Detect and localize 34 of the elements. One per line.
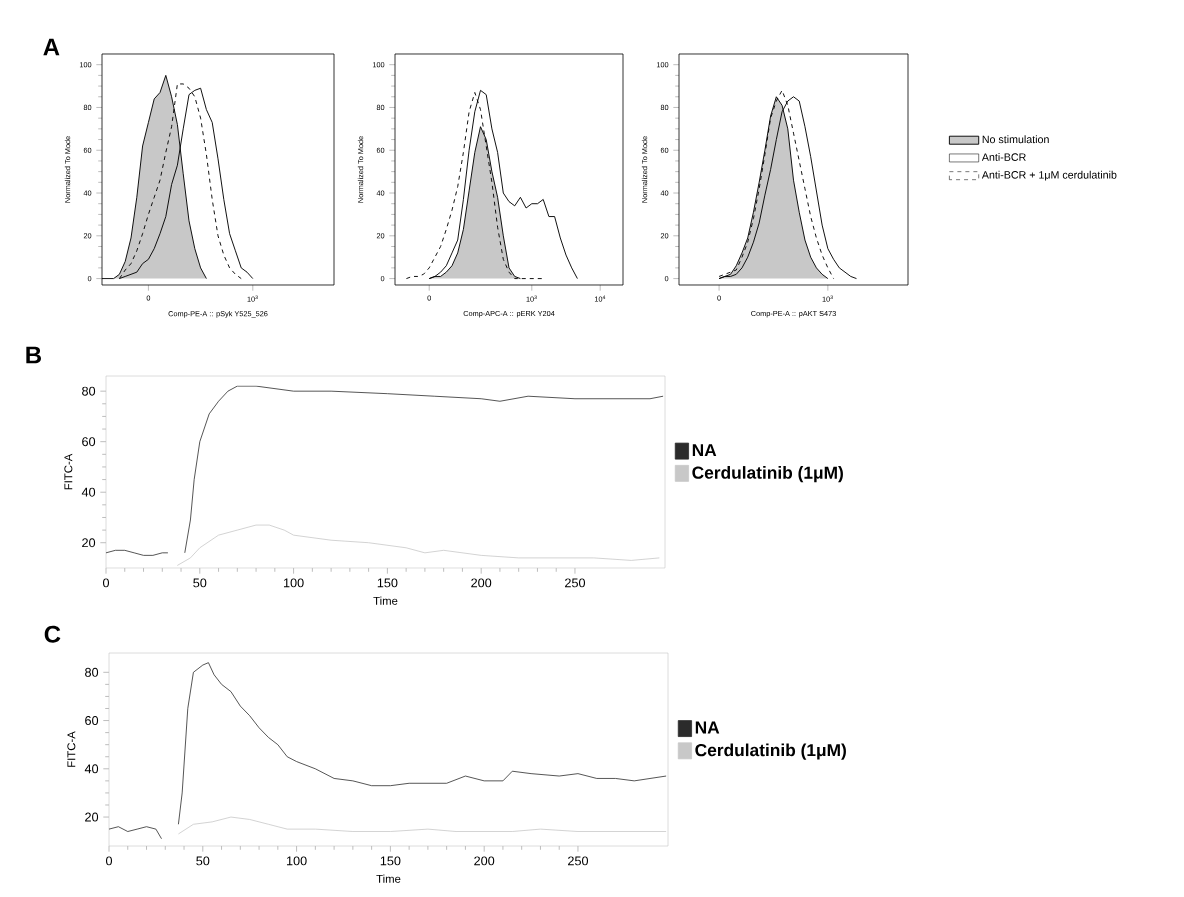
x-tick-label: 250 [565, 578, 586, 588]
x-tick-label: 250 [568, 856, 589, 866]
y-tick-label: 40 [81, 487, 96, 497]
x-tick-label: 0 [102, 578, 110, 588]
y-axis-title: FITC-A [67, 731, 76, 767]
x-tick-label: 200 [474, 856, 495, 866]
legend-label: Cerdulatinib (1μM) [695, 743, 846, 760]
chart-title: B [26, 346, 41, 364]
legend-label: Cerdulatinib (1μM) [692, 466, 843, 483]
y-tick-label: 40 [84, 764, 99, 774]
x-axis-title: Time [376, 874, 401, 883]
y-tick-label: 60 [82, 437, 96, 447]
x-tick-label: 0 [105, 856, 113, 866]
y-tick-label: 20 [82, 538, 96, 548]
legend-label: Anti-BCR + 1μM cerdulatinib [981, 170, 1117, 181]
x-tick-label: 150 [380, 856, 401, 866]
x-tick-label: 100 [283, 578, 304, 588]
y-tick-label: 80 [85, 667, 99, 677]
legend-label: Anti-BCR [981, 153, 1026, 161]
y-tick-label: 60 [85, 716, 99, 726]
legend-label: NA [695, 721, 720, 734]
chart-title: C [44, 625, 61, 643]
chart-title: A [43, 38, 60, 56]
x-tick-label: 200 [471, 578, 492, 588]
x-axis-title: Time [373, 596, 398, 605]
legend-label: NA [692, 444, 717, 457]
y-tick-label: 20 [85, 812, 99, 822]
x-tick-label: 50 [193, 578, 207, 588]
y-tick-label: 80 [82, 386, 96, 396]
x-tick-label: 50 [196, 856, 210, 866]
legend-label: No stimulation [982, 135, 1049, 144]
y-axis-title: FITC-A [64, 453, 73, 490]
x-tick-label: 100 [286, 856, 307, 866]
x-tick-label: 150 [377, 578, 398, 588]
